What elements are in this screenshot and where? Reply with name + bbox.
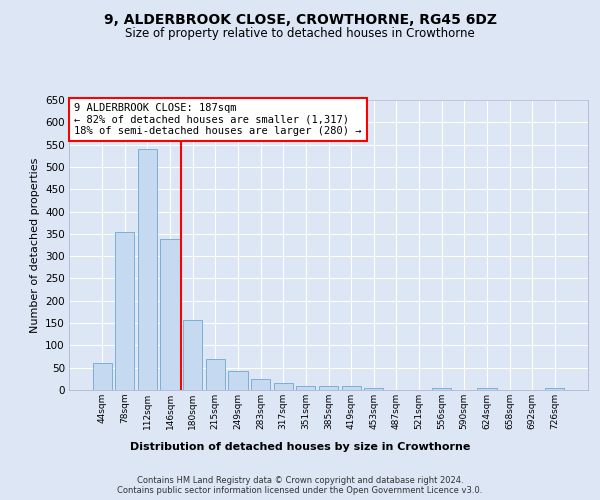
Bar [477,388,497,390]
Text: Contains HM Land Registry data © Crown copyright and database right 2024.
Contai: Contains HM Land Registry data © Crown c… [118,476,482,495]
Text: Distribution of detached houses by size in Crowthorne: Distribution of detached houses by size … [130,442,470,452]
Bar [319,386,338,390]
Bar [92,363,112,390]
Bar [341,386,361,390]
Bar [115,232,134,390]
Bar [545,388,565,390]
Bar [160,239,180,390]
Text: Size of property relative to detached houses in Crowthorne: Size of property relative to detached ho… [125,28,475,40]
Bar [274,384,293,390]
Text: 9 ALDERBROOK CLOSE: 187sqm
← 82% of detached houses are smaller (1,317)
18% of s: 9 ALDERBROOK CLOSE: 187sqm ← 82% of deta… [74,103,362,136]
Y-axis label: Number of detached properties: Number of detached properties [29,158,40,332]
Bar [432,388,451,390]
Bar [296,386,316,390]
Text: 9, ALDERBROOK CLOSE, CROWTHORNE, RG45 6DZ: 9, ALDERBROOK CLOSE, CROWTHORNE, RG45 6D… [104,12,497,26]
Bar [183,320,202,390]
Bar [364,388,383,390]
Bar [138,149,157,390]
Bar [251,379,270,390]
Bar [206,359,225,390]
Bar [229,372,248,390]
